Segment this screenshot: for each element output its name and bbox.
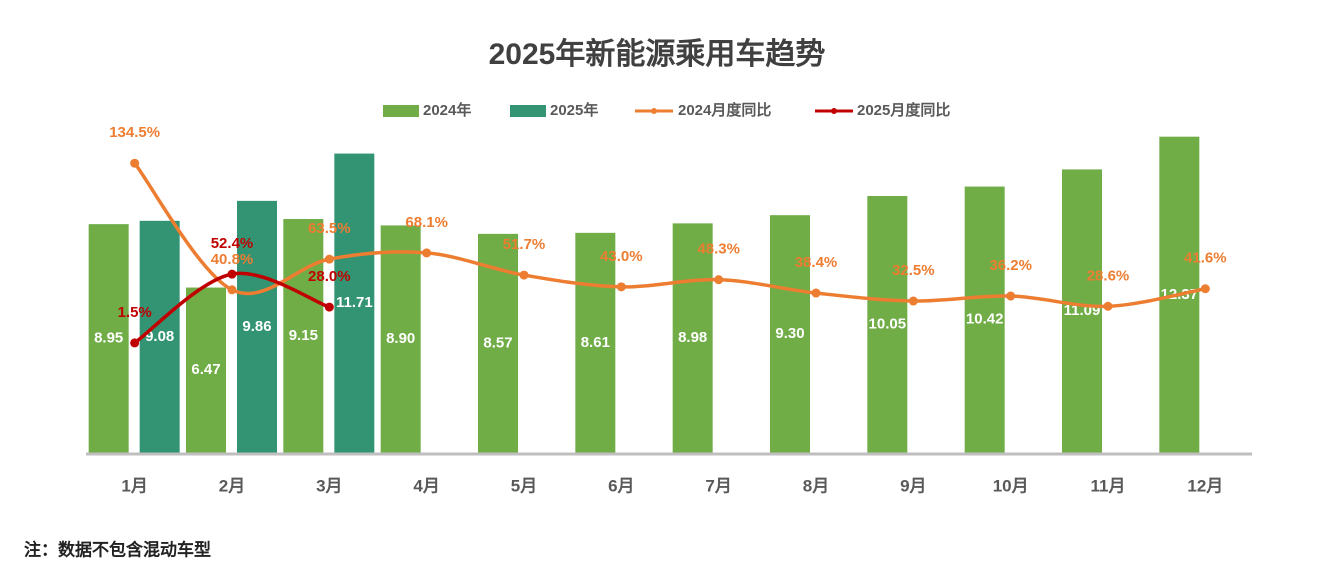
bar xyxy=(283,219,324,453)
line-value-label: 63.5% xyxy=(308,220,351,237)
x-tick-label: 4月 xyxy=(413,476,439,495)
chart-title: 2025年新能源乘用车趋势 xyxy=(489,37,826,71)
bar xyxy=(770,215,810,453)
line-point xyxy=(324,302,334,312)
line-point xyxy=(811,288,821,298)
x-tick-label: 5月 xyxy=(511,476,537,495)
x-tick-label: 2月 xyxy=(219,476,245,495)
legend-swatch xyxy=(383,105,419,117)
x-tick-label: 12月 xyxy=(1187,476,1223,495)
line-point xyxy=(227,269,237,279)
line-value-label: 52.4% xyxy=(211,235,254,252)
line-point xyxy=(519,270,529,280)
x-tick-label: 6月 xyxy=(608,476,634,495)
line-point xyxy=(714,275,724,285)
line-value-label: 32.5% xyxy=(892,262,935,279)
bar-value-label: 9.08 xyxy=(145,328,174,345)
bar-value-label: 10.42 xyxy=(966,311,1004,328)
bar xyxy=(237,200,277,453)
line-value-label: 1.5% xyxy=(118,304,152,321)
line-point xyxy=(1006,291,1016,301)
line-point xyxy=(227,285,237,295)
line-point xyxy=(130,158,140,168)
legend-swatch xyxy=(651,108,657,114)
line-value-label: 38.4% xyxy=(795,254,838,271)
bar-value-label: 8.61 xyxy=(581,334,610,351)
x-tick-label: 10月 xyxy=(993,476,1029,495)
bar-value-label: 9.15 xyxy=(289,327,318,344)
x-tick-label: 8月 xyxy=(803,476,829,495)
bar xyxy=(88,224,129,453)
line-point xyxy=(616,282,626,292)
line-value-label: 68.1% xyxy=(405,214,448,231)
bar-value-label: 8.57 xyxy=(483,334,512,351)
x-tick-label: 7月 xyxy=(705,476,731,495)
line-value-label: 51.7% xyxy=(503,236,546,253)
bar-value-label: 9.86 xyxy=(242,318,271,335)
line-value-label: 28.0% xyxy=(308,268,351,285)
bar xyxy=(139,220,180,453)
bar xyxy=(672,223,713,453)
line-value-label: 134.5% xyxy=(109,124,160,141)
note: 注：数据不包含混动车型 xyxy=(24,539,211,559)
x-tick-label: 9月 xyxy=(900,476,926,495)
bar-value-label: 11.71 xyxy=(336,294,373,311)
line-value-label: 43.0% xyxy=(600,248,643,265)
bar xyxy=(186,287,226,453)
bar xyxy=(1062,169,1102,454)
bar xyxy=(575,232,616,453)
bar-value-label: 9.30 xyxy=(775,325,804,342)
bar xyxy=(964,186,1005,453)
x-tick-label: 1月 xyxy=(121,476,147,495)
legend-label: 2025年 xyxy=(550,101,598,119)
line-point xyxy=(422,248,432,258)
legend-label: 2024年 xyxy=(423,101,471,119)
bar-value-label: 8.98 xyxy=(678,329,707,346)
bar xyxy=(867,196,908,453)
bar xyxy=(380,225,421,453)
line-point xyxy=(908,296,918,306)
line-point xyxy=(1200,284,1210,294)
bar-value-label: 6.47 xyxy=(191,361,220,378)
legend-label: 2024月度同比 xyxy=(678,101,771,119)
x-tick-label: 11月 xyxy=(1091,476,1126,495)
legend-swatch xyxy=(831,108,837,114)
legend-label: 2025月度同比 xyxy=(857,101,950,119)
line-value-label: 28.6% xyxy=(1087,267,1130,284)
legend-swatch xyxy=(510,105,546,117)
line-value-label: 41.6% xyxy=(1184,250,1227,267)
x-tick-label: 3月 xyxy=(316,476,342,495)
line-value-label: 40.8% xyxy=(211,251,254,268)
bar-value-label: 8.95 xyxy=(94,330,123,347)
line-point xyxy=(1103,301,1113,311)
line-value-label: 48.3% xyxy=(697,241,740,258)
line-point xyxy=(324,254,334,264)
bar-value-label: 8.90 xyxy=(386,330,415,347)
line-value-label: 36.2% xyxy=(989,257,1032,274)
line-point xyxy=(130,338,140,348)
bar-value-label: 10.05 xyxy=(869,315,907,332)
bar xyxy=(334,153,375,453)
